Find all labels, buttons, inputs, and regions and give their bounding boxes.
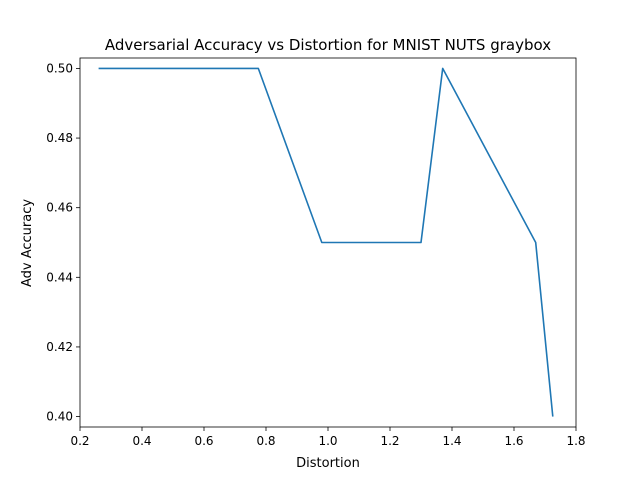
x-tick-label: 1.2 [380, 434, 399, 448]
y-tick-label: 0.40 [46, 410, 73, 424]
x-axis-label: Distortion [296, 456, 360, 471]
x-tick-label: 0.6 [194, 434, 213, 448]
x-tick-label: 0.2 [70, 434, 89, 448]
x-axis: 0.2 0.4 0.6 0.8 1.0 1.2 1.4 1.6 1.8 [70, 427, 586, 448]
y-axis: 0.40 0.42 0.44 0.46 0.48 0.50 [46, 61, 80, 424]
x-tick-label: 1.6 [504, 434, 523, 448]
series-layer [98, 67, 554, 417]
y-tick-label: 0.42 [46, 340, 73, 354]
x-tick-label: 0.8 [256, 434, 275, 448]
series-line [98, 67, 554, 417]
x-tick-label: 1.0 [318, 434, 337, 448]
y-tick-label: 0.44 [46, 270, 73, 284]
x-tick-label: 0.4 [132, 434, 151, 448]
chart-title: Adversarial Accuracy vs Distortion for M… [105, 36, 551, 54]
x-tick-label: 1.8 [566, 434, 585, 448]
y-axis-label: Adv Accuracy [20, 199, 35, 287]
y-tick-label: 0.48 [46, 131, 73, 145]
y-tick-label: 0.46 [46, 201, 73, 215]
y-tick-label: 0.50 [46, 61, 73, 75]
x-tick-label: 1.4 [442, 434, 461, 448]
